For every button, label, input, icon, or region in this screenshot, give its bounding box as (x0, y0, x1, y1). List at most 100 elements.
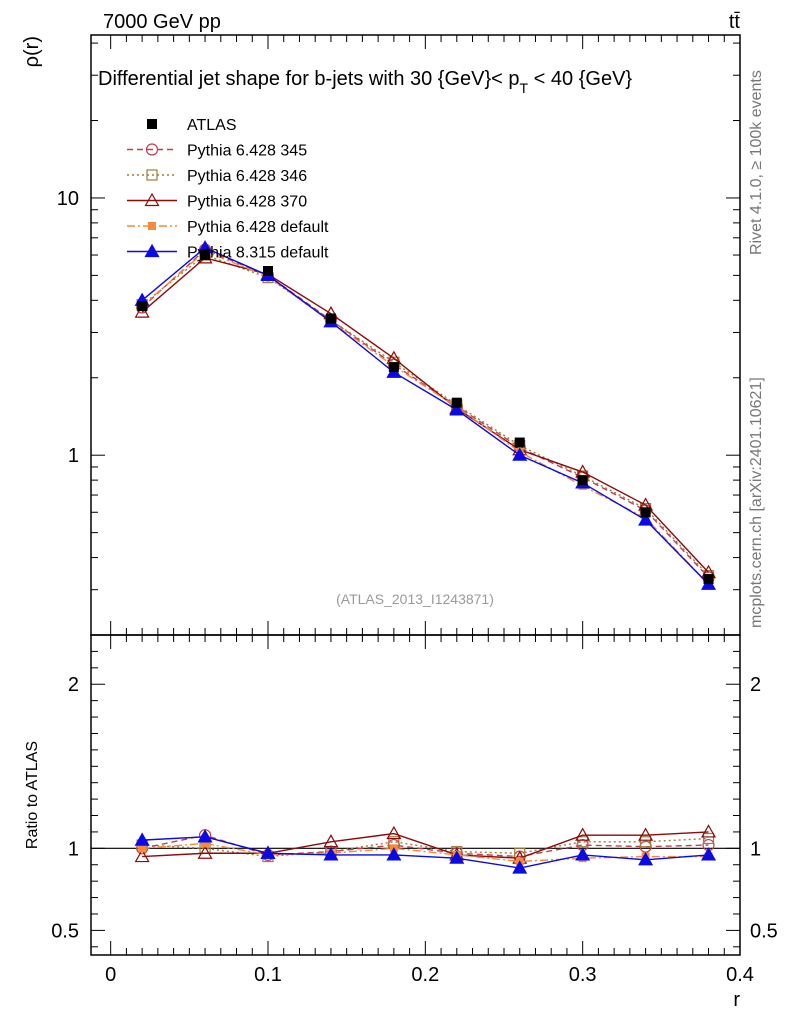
ratio-y-tick-label-right: 0.5 (750, 920, 778, 942)
ratio-y-axis-label: Ratio to ATLAS (24, 741, 41, 849)
ratio-y-tick-label-right: 1 (750, 838, 761, 860)
side-label-top: Rivet 4.1.0, ≥ 100k events (748, 70, 765, 255)
energy-label: 7000 GeV pp (103, 11, 221, 33)
ratio-point (138, 844, 147, 853)
data-point (325, 313, 336, 324)
x-tick-label: 0.2 (411, 964, 439, 986)
legend-item: ATLAS (147, 117, 237, 134)
ratio-point (323, 847, 339, 861)
series-line (141, 257, 710, 573)
ratio-line (142, 842, 709, 863)
data-point (200, 250, 211, 261)
ratio-line (142, 836, 709, 869)
ratio-point (638, 827, 654, 841)
ratio-point (701, 824, 717, 838)
data-point (514, 437, 525, 448)
series-pythia-8-315-default (134, 240, 717, 590)
ratio-point (323, 834, 339, 848)
chart-title-main: Differential jet shape for b-jets with 3… (98, 68, 520, 90)
data-point (388, 362, 399, 373)
legend-marker (147, 119, 157, 129)
series-line (141, 246, 710, 585)
x-tick-label: 0.1 (254, 964, 282, 986)
data-point (137, 301, 148, 312)
y-tick-label: 10 (57, 188, 79, 210)
legend-item: Pythia 6.428 370 (127, 192, 307, 211)
series-atlas (137, 250, 714, 585)
ratio-line (142, 831, 709, 859)
chart-title-sub: T (520, 80, 529, 96)
ratio-point (386, 825, 402, 840)
series-layer (134, 240, 717, 874)
ratio-point (702, 832, 715, 845)
ratio-point (386, 847, 402, 861)
data-point (449, 402, 465, 416)
legend-item: Pythia 8.315 default (127, 243, 329, 262)
legend-label: Pythia 6.428 370 (187, 194, 307, 211)
data-point (703, 574, 714, 585)
ratio-series-pythia-6-428-default (138, 839, 713, 866)
data-point (263, 266, 273, 277)
x-axis-label: r (733, 989, 740, 1011)
side-label-bottom: mcplots.cern.ch [arXiv:2401.10621] (748, 377, 765, 628)
ratio-point (639, 836, 652, 848)
ratio-point (575, 847, 591, 861)
ratio-point (201, 839, 210, 848)
legend-marker (148, 222, 156, 230)
process-label: tt̄ (729, 11, 741, 33)
series-pythia-6-428-345 (136, 243, 715, 584)
data-point (134, 304, 150, 318)
legend-marker (144, 243, 160, 258)
data-point (577, 475, 588, 486)
ratio-point (701, 847, 717, 861)
legend-label: Pythia 6.428 default (187, 219, 329, 236)
ratio-series-pythia-8-315-default (134, 829, 717, 874)
legend-label: Pythia 8.315 default (187, 245, 329, 262)
ratio-point (449, 850, 465, 864)
x-tick-label: 0 (105, 964, 116, 986)
series-pythia-6-428-346 (136, 249, 715, 582)
legend: ATLAS Pythia 6.428 345 Pythia 6.428 346 Pyt… (127, 117, 329, 262)
legend-marker (144, 192, 160, 207)
legend-item: Pythia 6.428 default (127, 219, 329, 236)
x-tick-label: 0.3 (569, 964, 597, 986)
ratio-point (197, 829, 213, 843)
legend-item: Pythia 6.428 345 (127, 143, 307, 160)
chart-title-end: < 40 {GeV} (528, 68, 632, 90)
series-line (141, 250, 710, 585)
ratio-y-tick-label: 0.5 (51, 920, 79, 942)
main-y-axis-label: ρ(r) (21, 36, 43, 67)
series-line (141, 254, 710, 577)
ratio-point (197, 845, 213, 859)
ratio-y-tick-label: 2 (68, 674, 79, 696)
ratio-y-tick-label: 1 (68, 838, 79, 860)
series-line (141, 248, 710, 578)
legend-marker (146, 169, 158, 181)
watermark: (ATLAS_2013_I1243871) (336, 591, 494, 607)
y-tick-label: 1 (68, 445, 79, 467)
series-pythia-6-428-default (138, 247, 713, 589)
chart-title: Differential jet shape for b-jets with 3… (98, 68, 632, 96)
ratio-point (638, 852, 654, 866)
axes: 0 0.1 0.2 0.3 0.4 1 10 0.5 0.5 1 1 2 2 (51, 35, 778, 986)
ratio-line (142, 837, 709, 858)
data-point (640, 507, 651, 518)
data-point (451, 397, 462, 408)
legend-label: Pythia 6.428 346 (187, 168, 307, 185)
ratio-point (260, 845, 276, 859)
ratio-point (134, 832, 150, 846)
legend-marker (145, 143, 159, 156)
data-point (512, 447, 528, 461)
ratio-plot-frame (90, 634, 741, 956)
data-point (638, 512, 654, 526)
ratio-point (575, 827, 591, 841)
legend-label: Pythia 6.428 345 (187, 143, 307, 160)
ratio-point (577, 836, 589, 848)
series-pythia-6-428-370 (134, 250, 717, 579)
ratio-point (134, 848, 150, 863)
ratio-series-pythia-6-428-370 (134, 824, 717, 864)
legend-item: Pythia 6.428 346 (127, 168, 307, 185)
legend-label: ATLAS (187, 117, 237, 134)
ratio-y-tick-label-right: 2 (750, 674, 761, 696)
